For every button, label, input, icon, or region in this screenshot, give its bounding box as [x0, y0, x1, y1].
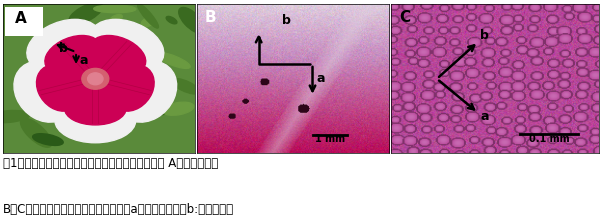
Ellipse shape: [138, 4, 159, 28]
Text: a: a: [480, 111, 489, 123]
Circle shape: [82, 68, 109, 89]
Circle shape: [88, 73, 103, 85]
Ellipse shape: [94, 5, 136, 13]
Ellipse shape: [109, 65, 154, 111]
Ellipse shape: [156, 52, 190, 68]
Ellipse shape: [64, 84, 94, 107]
Ellipse shape: [55, 98, 136, 143]
Text: 1 mm: 1 mm: [315, 134, 345, 144]
Ellipse shape: [20, 118, 52, 147]
Ellipse shape: [0, 111, 29, 123]
Ellipse shape: [46, 43, 82, 59]
Ellipse shape: [141, 18, 154, 27]
Text: B: B: [205, 10, 216, 25]
Text: b: b: [480, 29, 489, 42]
Ellipse shape: [69, 3, 103, 24]
Text: a: a: [80, 54, 88, 67]
Ellipse shape: [117, 61, 177, 122]
FancyBboxPatch shape: [5, 7, 43, 36]
Ellipse shape: [90, 19, 164, 71]
Ellipse shape: [127, 108, 166, 115]
Ellipse shape: [117, 56, 147, 74]
Ellipse shape: [95, 50, 118, 63]
Ellipse shape: [84, 71, 97, 77]
Ellipse shape: [172, 79, 200, 94]
Text: a: a: [316, 72, 325, 85]
Text: b: b: [282, 14, 291, 27]
Ellipse shape: [162, 102, 194, 115]
Ellipse shape: [82, 32, 105, 47]
Text: 図1　外縁部白色－内部着色型ペチュニア覆輪品種 A：全体写真、: 図1 外縁部白色－内部着色型ペチュニア覆輪品種 A：全体写真、: [3, 157, 218, 170]
Ellipse shape: [102, 36, 112, 43]
Ellipse shape: [166, 16, 177, 24]
Text: 0.1 mm: 0.1 mm: [528, 134, 569, 144]
Text: b: b: [59, 42, 68, 55]
Ellipse shape: [37, 65, 81, 111]
Ellipse shape: [96, 81, 112, 94]
Ellipse shape: [64, 92, 126, 125]
Ellipse shape: [44, 39, 73, 54]
Ellipse shape: [109, 44, 123, 54]
Ellipse shape: [78, 42, 88, 50]
Ellipse shape: [14, 13, 29, 24]
Text: C: C: [400, 10, 410, 25]
Ellipse shape: [90, 36, 146, 74]
Text: B，C：色彩の境界部分の題微鏡写真　a：放射軸方向、b:同心円方向: B，C：色彩の境界部分の題微鏡写真 a：放射軸方向、b:同心円方向: [3, 203, 234, 216]
Ellipse shape: [67, 108, 78, 116]
Ellipse shape: [45, 36, 100, 74]
Ellipse shape: [32, 134, 63, 145]
Ellipse shape: [109, 14, 122, 23]
Ellipse shape: [76, 92, 95, 107]
Ellipse shape: [53, 32, 69, 44]
Text: A: A: [14, 11, 26, 26]
Circle shape: [64, 55, 126, 103]
Ellipse shape: [14, 61, 75, 122]
Ellipse shape: [178, 8, 205, 33]
Ellipse shape: [37, 38, 56, 57]
Ellipse shape: [27, 19, 100, 71]
Circle shape: [53, 46, 138, 111]
